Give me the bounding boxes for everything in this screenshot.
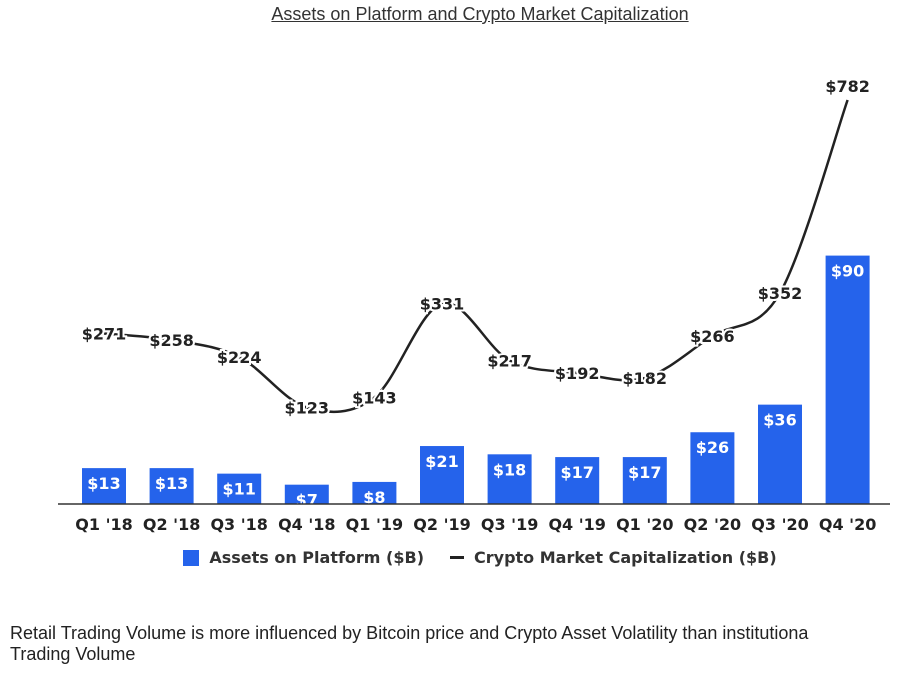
line-value-label: $258	[149, 331, 194, 350]
line-value-label: $217	[487, 352, 532, 371]
bar-assets	[825, 255, 870, 504]
legend-label-assets: Assets on Platform ($B)	[209, 548, 424, 567]
bar-value-label: $17	[628, 463, 661, 482]
line-value-label: $123	[285, 399, 330, 418]
bar-assets	[690, 432, 735, 504]
market-cap-line	[103, 99, 849, 414]
x-tick-label: Q1 '19	[346, 515, 403, 534]
line-value-label: $143	[352, 389, 397, 408]
x-tick-label: Q3 '18	[210, 515, 267, 534]
line-value-label: $266	[690, 327, 735, 346]
legend-swatch-bar	[183, 549, 200, 566]
line-value-label: $224	[217, 348, 262, 367]
x-tick-label: Q2 '18	[143, 515, 200, 534]
bar-value-label: $18	[493, 460, 526, 479]
line-series: $271 $258 $224 $123 $143 $331 $217 $192 $182 $266…	[80, 75, 872, 420]
line-value-label: $271	[82, 325, 127, 344]
bar-series: $13 $13 $11 $7 $8 $21 $18 $17 $17 $26 $36 $90	[82, 255, 870, 510]
caption-text: Retail Trading Volume is more influenced…	[10, 623, 897, 665]
legend-item-assets: Assets on Platform ($B)	[183, 548, 424, 567]
x-tick-label: Q4 '19	[548, 515, 605, 534]
x-tick-label: Q2 '19	[413, 515, 470, 534]
bar-value-label: $13	[87, 474, 120, 493]
line-value-label: $182	[623, 369, 668, 388]
line-value-label: $782	[825, 77, 870, 96]
x-tick-label: Q3 '20	[751, 515, 808, 534]
x-axis-ticks: Q1 '18 Q2 '18 Q3 '18 Q4 '18 Q1 '19 Q2 '19 Q3 '…	[75, 515, 876, 534]
legend-label-market-cap: Crypto Market Capitalization ($B)	[474, 548, 777, 567]
bar-assets	[284, 484, 329, 504]
bar-value-label: $13	[155, 474, 188, 493]
legend-swatch-line	[450, 556, 464, 559]
bar-value-label: $17	[560, 463, 593, 482]
x-tick-label: Q3 '19	[481, 515, 538, 534]
caption-line-1: Retail Trading Volume is more influenced…	[10, 623, 809, 643]
chart-title: Assets on Platform and Crypto Market Cap…	[271, 4, 689, 24]
bar-assets	[217, 473, 262, 504]
caption-line-2: Trading Volume	[10, 644, 136, 664]
x-tick-label: Q4 '18	[278, 515, 335, 534]
legend: Assets on Platform ($B) Crypto Market Ca…	[0, 548, 897, 567]
bar-value-label: $21	[425, 452, 458, 471]
line-value-label: $331	[420, 295, 465, 314]
bar-assets	[352, 481, 397, 504]
bar-value-label: $26	[696, 438, 729, 457]
bar-value-label: $7	[296, 491, 318, 510]
bar-assets	[555, 457, 600, 504]
chart-area: $13 $13 $11$7 $8$21 $18 $17 $17$26$36$90 $271 $…	[58, 75, 890, 534]
bar-value-label: $90	[831, 262, 864, 281]
bar-assets	[149, 468, 194, 504]
bar-assets	[622, 457, 667, 504]
bar-assets	[487, 454, 532, 504]
x-tick-label: Q1 '18	[75, 515, 132, 534]
x-tick-label: Q4 '20	[819, 515, 876, 534]
x-tick-label: Q1 '20	[616, 515, 673, 534]
legend-item-market-cap: Crypto Market Capitalization ($B)	[450, 548, 777, 567]
line-value-label: $352	[758, 284, 803, 303]
bar-assets	[758, 404, 802, 504]
bar-assets	[420, 446, 464, 504]
bar-value-label: $11	[222, 480, 255, 499]
x-tick-label: Q2 '20	[684, 515, 741, 534]
line-value-label: $192	[555, 364, 600, 383]
bar-value-label: $8	[363, 488, 385, 507]
bar-value-label: $36	[763, 411, 796, 430]
bar-assets	[82, 468, 126, 504]
